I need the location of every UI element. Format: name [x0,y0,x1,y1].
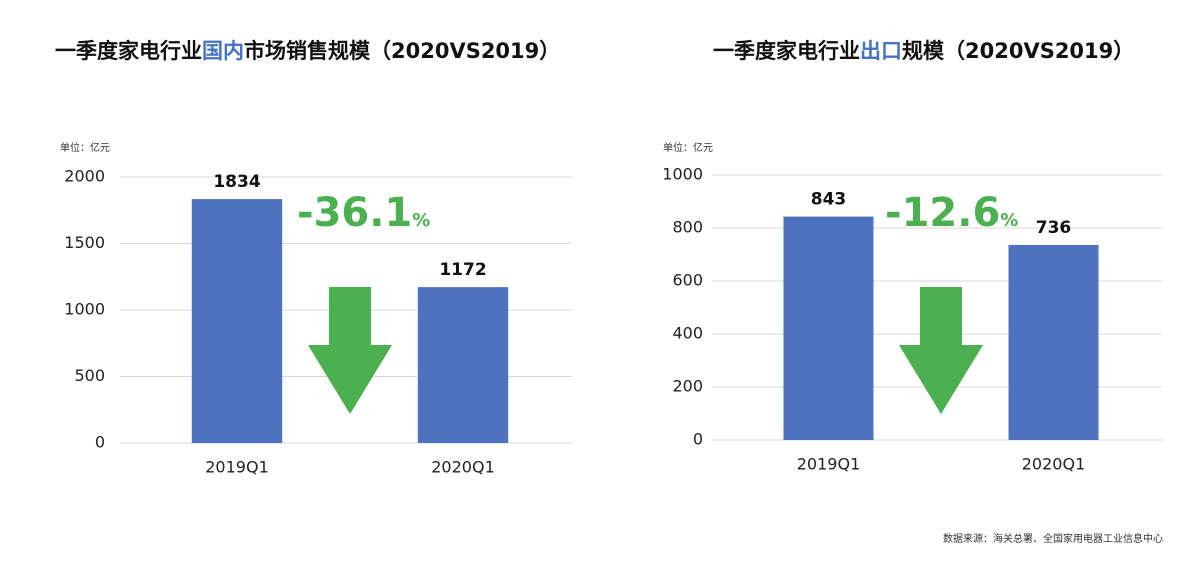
x-tick-label: 2019Q1 [797,455,861,474]
change-text: -36.1% [297,190,430,236]
y-tick-label: 0 [693,430,703,449]
title-segment: 出口 [860,39,902,63]
y-tick-label: 600 [672,271,703,290]
change-number: -36.1 [297,190,412,236]
title-segment: 一季度家电行业 [55,39,202,63]
value-label: 736 [1036,218,1072,238]
chart-title: 一季度家电行业国内市场销售规模（2020VS2019） [55,39,560,63]
title-segment: 市场销售规模（2020VS2019） [244,39,560,63]
unit-label: 单位：亿元 [663,141,713,154]
y-tick-label: 800 [672,218,703,237]
change-text: -12.6% [885,190,1018,236]
change-unit: % [1000,210,1018,231]
y-tick-label: 500 [74,366,105,385]
chart-title: 一季度家电行业出口规模（2020VS2019） [713,39,1134,63]
y-tick-label: 1000 [662,165,703,184]
y-tick-label: 400 [672,324,703,343]
value-label: 843 [811,190,847,210]
down-arrow [308,287,392,414]
change-unit: % [412,210,430,231]
x-tick-label: 2020Q1 [431,458,495,477]
bar [783,216,874,440]
x-tick-label: 2019Q1 [205,458,269,477]
value-label: 1834 [213,172,260,192]
y-tick-label: 200 [672,377,703,396]
unit-label: 单位：亿元 [60,141,110,154]
title-segment: 国内 [202,39,244,63]
title-segment: 规模（2020VS2019） [902,39,1134,63]
y-tick-label: 0 [95,433,105,452]
down-arrow [899,287,983,414]
x-tick-label: 2020Q1 [1022,455,1086,474]
bar [1008,244,1099,440]
source-note: 数据来源：海关总署、全国家用电器工业信息中心 [943,532,1163,545]
change-number: -12.6 [885,190,1000,236]
y-tick-label: 2000 [64,167,105,186]
bar [191,199,283,443]
value-label: 1172 [439,260,486,280]
title-segment: 一季度家电行业 [713,39,860,63]
y-tick-label: 1000 [64,300,105,319]
y-tick-label: 1500 [64,233,105,252]
bar [417,287,509,443]
